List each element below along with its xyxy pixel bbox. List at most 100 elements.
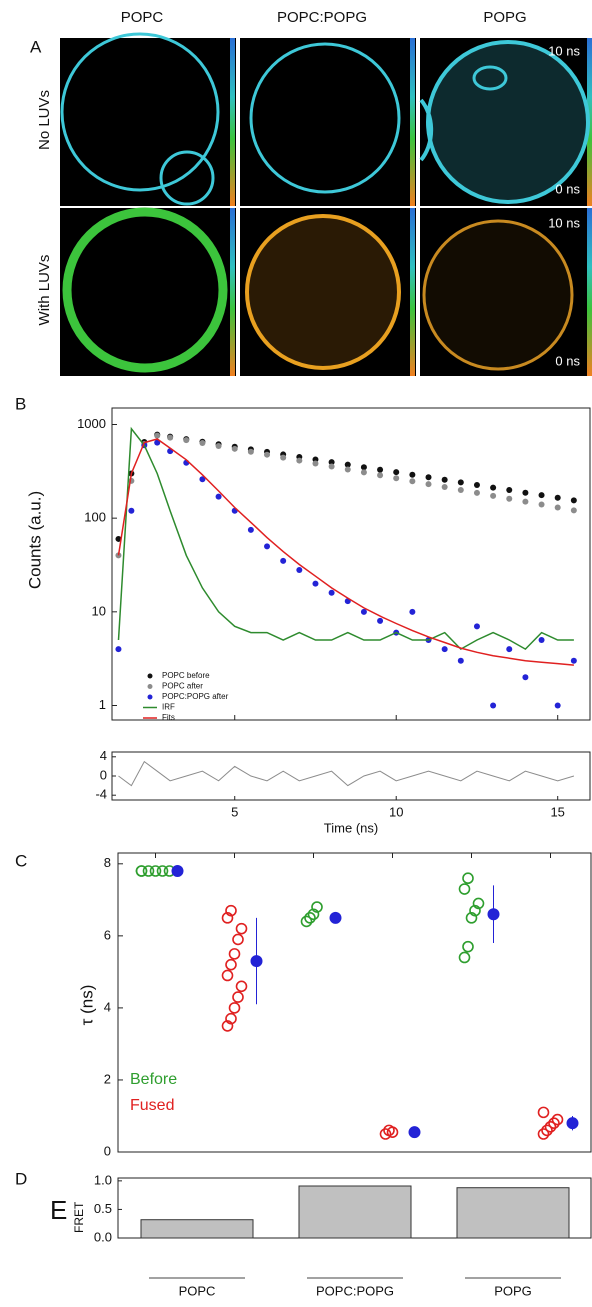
mean-marker: [408, 1126, 421, 1139]
data-point: [312, 460, 319, 467]
data-point: [490, 702, 497, 709]
x-tick-label: 10: [389, 804, 403, 819]
data-point: [228, 948, 241, 960]
data-point: [570, 657, 577, 664]
x-tick-label: POPG: [494, 1283, 532, 1298]
legend-marker: [147, 673, 153, 679]
data-point: [311, 901, 323, 913]
mean-marker: [250, 955, 263, 968]
x-axis-title: Time (ns): [324, 820, 378, 835]
mean-marker: [171, 865, 184, 878]
data-point: [232, 991, 244, 1003]
data-point: [554, 702, 561, 709]
legend-label: IRF: [162, 703, 175, 712]
bar: [298, 1185, 412, 1239]
data-point: [457, 486, 464, 493]
data-point: [377, 466, 384, 473]
mean-marker: [566, 1117, 579, 1130]
data-point: [537, 1128, 550, 1140]
data-point: [409, 471, 416, 478]
data-point: [473, 623, 480, 630]
data-point: [379, 1128, 392, 1140]
data-point: [551, 1113, 564, 1126]
y-tick-label: 100: [84, 510, 106, 525]
data-point: [538, 637, 545, 644]
data-point: [522, 489, 529, 496]
data-point: [538, 501, 545, 508]
data-point: [149, 865, 162, 877]
scale-label: 10 ns: [548, 43, 580, 58]
data-point: [221, 912, 234, 924]
legend-label: Fused: [130, 1097, 174, 1114]
data-point: [393, 469, 400, 476]
data-point: [377, 617, 384, 624]
data-point: [215, 493, 222, 500]
data-point: [409, 478, 416, 485]
x-tick-label: 5: [231, 804, 238, 819]
bar: [140, 1219, 254, 1239]
legend-label: Before: [130, 1071, 177, 1088]
data-point: [360, 464, 367, 471]
data-point: [554, 504, 561, 511]
legend-label: POPC after: [162, 682, 203, 691]
panel-label: A: [30, 37, 42, 56]
data-point: [167, 434, 174, 441]
data-point: [506, 646, 513, 653]
column-header: POPC: [121, 9, 164, 26]
data-point: [280, 454, 287, 461]
data-point: [537, 1106, 550, 1119]
data-point: [115, 646, 122, 653]
mean-marker: [487, 908, 500, 921]
data-point: [522, 674, 529, 681]
legend-marker: [147, 694, 153, 700]
data-point: [469, 904, 481, 917]
y-tick-label: 2: [104, 1071, 111, 1086]
data-point: [221, 1020, 234, 1032]
data-point: [328, 463, 335, 470]
data-point: [458, 883, 471, 895]
x-tick-label: POPC: [179, 1283, 216, 1298]
data-point: [377, 472, 384, 479]
data-point: [360, 608, 367, 615]
data-point: [156, 865, 169, 877]
data-point: [225, 1012, 237, 1025]
residual-line: [118, 760, 575, 787]
data-point: [135, 865, 148, 877]
data-point: [570, 507, 577, 514]
data-point: [393, 475, 400, 482]
data-point: [312, 580, 319, 587]
data-point: [490, 484, 497, 491]
data-point: [304, 912, 316, 924]
y-tick-label: 1000: [77, 416, 106, 431]
data-point: [544, 1120, 557, 1133]
data-point: [554, 494, 561, 501]
panel-label: D: [15, 1169, 27, 1188]
data-point: [115, 552, 122, 559]
y-tick-label: 0.0: [94, 1229, 112, 1244]
data-point: [235, 922, 248, 935]
data-point: [425, 474, 432, 481]
data-point: [344, 466, 351, 473]
data-point: [462, 872, 474, 885]
data-point: [247, 448, 254, 455]
data-point: [154, 432, 161, 439]
data-point: [458, 951, 471, 964]
data-point: [441, 646, 448, 653]
data-point: [473, 489, 480, 496]
y-axis-title: E: [50, 1195, 67, 1225]
y-tick-label: 6: [104, 927, 111, 942]
data-point: [215, 442, 222, 449]
y-tick-label: 0: [100, 767, 107, 782]
y-axis-title-sub: FRET: [72, 1201, 86, 1233]
y-tick-label: 4: [104, 999, 111, 1014]
y-tick-label: 10: [92, 603, 106, 618]
data-point: [307, 908, 320, 921]
data-point: [490, 492, 497, 499]
data-point: [506, 495, 513, 502]
data-point: [409, 608, 416, 615]
x-tick-label: POPC:POPG: [316, 1283, 394, 1298]
data-point: [457, 657, 464, 664]
data-point: [360, 469, 367, 476]
data-point: [506, 486, 513, 493]
